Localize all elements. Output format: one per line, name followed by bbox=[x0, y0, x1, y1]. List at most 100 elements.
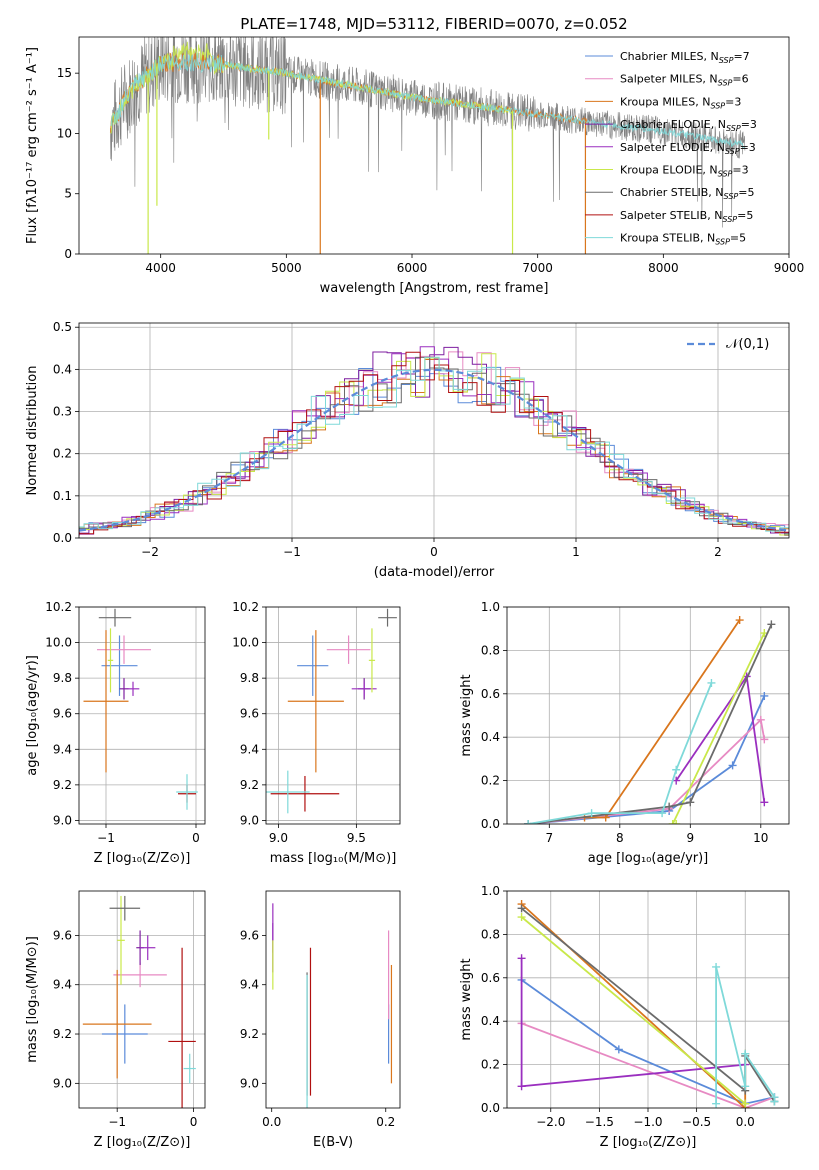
mass-vs-ebv-plot bbox=[272, 903, 393, 1108]
mass-weight-marker bbox=[517, 1082, 526, 1091]
residual-histogram-line bbox=[79, 359, 789, 531]
model-spectrum-line bbox=[110, 52, 745, 149]
y-tick-label: 9.8 bbox=[53, 671, 72, 685]
mass-vs-Z-axes: −1 0 9.0 9.2 9.4 9.6 Z [log₁₀(Z/Z⊙)] mass [log₁… bbox=[25, 890, 206, 1150]
y-tick-label: 0.4 bbox=[481, 1014, 500, 1028]
y-tick-label: 9.0 bbox=[53, 1076, 72, 1090]
y-axis-label: age [log₁₀(age/yr)] bbox=[25, 655, 40, 776]
mass-weight-line bbox=[527, 624, 773, 824]
spectrum-plot bbox=[109, 37, 746, 254]
age-vs-mass-axes: 9.0 9.5 9.0 9.2 9.4 9.6 9.8 10.0 10.2 mass [log₁₀… bbox=[232, 600, 401, 866]
y-tick-label: 9.4 bbox=[53, 742, 72, 756]
x-tick-label: 0.2 bbox=[376, 1115, 395, 1129]
y-tick-label: 9.0 bbox=[240, 1076, 259, 1090]
legend-label: Chabrier ELODIE, NSSP=3 bbox=[620, 118, 757, 133]
x-tick-label: −1 bbox=[97, 831, 115, 845]
y-tick-label: 0.0 bbox=[481, 1101, 500, 1115]
x-axis-label: Z [log₁₀(Z/Z⊙)] bbox=[94, 1135, 191, 1150]
mass-vs-ebv-axes: 0.0 0.2 9.0 9.2 9.4 9.6 E(B-V) bbox=[240, 890, 401, 1150]
weight-vs-Z-axes: −2.0 −1.5 −1.0 −0.5 0.0 0.0 0.2 0.4 0.6 0.8 1.0 Z [… bbox=[459, 884, 790, 1150]
y-tick-label: 9.4 bbox=[240, 978, 259, 992]
x-tick-label: 9.0 bbox=[269, 831, 288, 845]
legend-label: Kroupa MILES, NSSP=3 bbox=[620, 95, 741, 110]
x-tick-label: 7000 bbox=[522, 261, 553, 275]
mass-weight-line bbox=[671, 632, 766, 824]
y-axis-label: mass weight bbox=[459, 958, 474, 1040]
legend-label: Salpeter MILES, NSSP=6 bbox=[620, 73, 749, 88]
y-tick-label: 9.4 bbox=[240, 742, 259, 756]
mass-weight-marker bbox=[614, 1045, 623, 1054]
gaussian-curve-line bbox=[79, 368, 789, 532]
x-tick-label: −2.0 bbox=[536, 1115, 565, 1129]
mass-weight-marker bbox=[741, 1082, 750, 1091]
y-tick-label: 0.2 bbox=[53, 447, 72, 461]
y-tick-label: 0.6 bbox=[481, 687, 500, 701]
mass-weight-marker bbox=[686, 798, 695, 807]
mass-weight-marker bbox=[770, 1097, 779, 1106]
mass-weight-line bbox=[584, 619, 741, 819]
weight-vs-age-plot bbox=[524, 616, 776, 824]
x-axis-label: Z [log₁₀(Z/Z⊙)] bbox=[94, 851, 191, 866]
y-tick-label: 15 bbox=[57, 66, 72, 80]
x-tick-label: 1 bbox=[572, 545, 580, 559]
y-tick-label: 9.6 bbox=[53, 707, 72, 721]
legend-label: Salpeter ELODIE, NSSP=3 bbox=[620, 141, 756, 156]
mass-weight-marker bbox=[712, 1099, 721, 1108]
mass-weight-marker bbox=[668, 820, 677, 824]
x-tick-label: 6000 bbox=[397, 261, 428, 275]
y-tick-label: 9.2 bbox=[240, 1027, 259, 1041]
y-tick-label: 1.0 bbox=[481, 600, 500, 614]
mass-weight-marker bbox=[517, 904, 526, 913]
x-tick-label: 0 bbox=[430, 545, 438, 559]
mass-weight-marker bbox=[767, 620, 776, 629]
residuals-axes: −2 −1 0 1 2 0.0 0.1 0.2 0.3 0.4 0.5 (data-model)/er… bbox=[25, 320, 790, 580]
y-tick-label: 9.2 bbox=[53, 1027, 72, 1041]
y-tick-label: 0.2 bbox=[481, 774, 500, 788]
x-tick-label: 5000 bbox=[271, 261, 302, 275]
legend-label: Chabrier STELIB, NSSP=5 bbox=[620, 186, 754, 201]
y-tick-label: 0.2 bbox=[481, 1058, 500, 1072]
y-tick-label: 0.5 bbox=[53, 320, 72, 334]
x-tick-label: 9 bbox=[686, 831, 694, 845]
legend-label: Kroupa ELODIE, NSSP=3 bbox=[620, 164, 749, 179]
y-tick-label: 0.6 bbox=[481, 971, 500, 985]
mass-weight-line bbox=[521, 916, 746, 1105]
y-tick-label: 10 bbox=[57, 126, 72, 140]
x-tick-label: −2 bbox=[141, 545, 159, 559]
x-tick-label: 0.0 bbox=[262, 1115, 281, 1129]
legend-label: Salpeter STELIB, NSSP=5 bbox=[620, 209, 753, 224]
y-tick-label: 10.2 bbox=[45, 600, 72, 614]
mass-weight-marker bbox=[707, 678, 716, 687]
x-tick-label: 8 bbox=[616, 831, 624, 845]
x-tick-label: 9000 bbox=[774, 261, 805, 275]
x-tick-label: 9.5 bbox=[347, 831, 366, 845]
y-tick-label: 10.0 bbox=[45, 636, 72, 650]
y-tick-label: 9.8 bbox=[240, 671, 259, 685]
axes-frame bbox=[506, 606, 790, 825]
mass-weight-marker bbox=[658, 809, 667, 818]
y-axis-label: mass [log₁₀(M/M⊙)] bbox=[25, 936, 40, 1063]
y-tick-label: 5 bbox=[64, 187, 72, 201]
y-tick-label: 1.0 bbox=[481, 884, 500, 898]
axes-frame bbox=[265, 606, 401, 825]
y-tick-label: 9.6 bbox=[240, 928, 259, 942]
mass-weight-marker bbox=[760, 691, 769, 700]
x-axis-label: mass [log₁₀(M/M⊙)] bbox=[270, 851, 397, 866]
x-axis-label: wavelength [Angstrom, rest frame] bbox=[320, 281, 549, 296]
legend-label: Kroupa STELIB, NSSP=5 bbox=[620, 232, 746, 247]
y-tick-label: 0.4 bbox=[481, 730, 500, 744]
x-tick-label: −1.0 bbox=[633, 1115, 662, 1129]
x-tick-label: 0 bbox=[192, 831, 200, 845]
y-tick-label: 0.0 bbox=[481, 817, 500, 831]
x-tick-label: 2 bbox=[714, 545, 722, 559]
y-tick-label: 0.8 bbox=[481, 643, 500, 657]
axes-frame bbox=[78, 36, 790, 255]
x-tick-label: −0.5 bbox=[682, 1115, 711, 1129]
x-tick-label: 8000 bbox=[648, 261, 679, 275]
mass-weight-marker bbox=[672, 765, 681, 774]
y-tick-label: 9.0 bbox=[53, 813, 72, 827]
x-axis-label: Z [log₁₀(Z/Z⊙)] bbox=[600, 1135, 697, 1150]
y-axis-label: Flux [fλ10⁻¹⁷ erg cm⁻² s⁻¹ A⁻¹] bbox=[25, 47, 40, 244]
mass-weight-line bbox=[521, 1022, 775, 1108]
